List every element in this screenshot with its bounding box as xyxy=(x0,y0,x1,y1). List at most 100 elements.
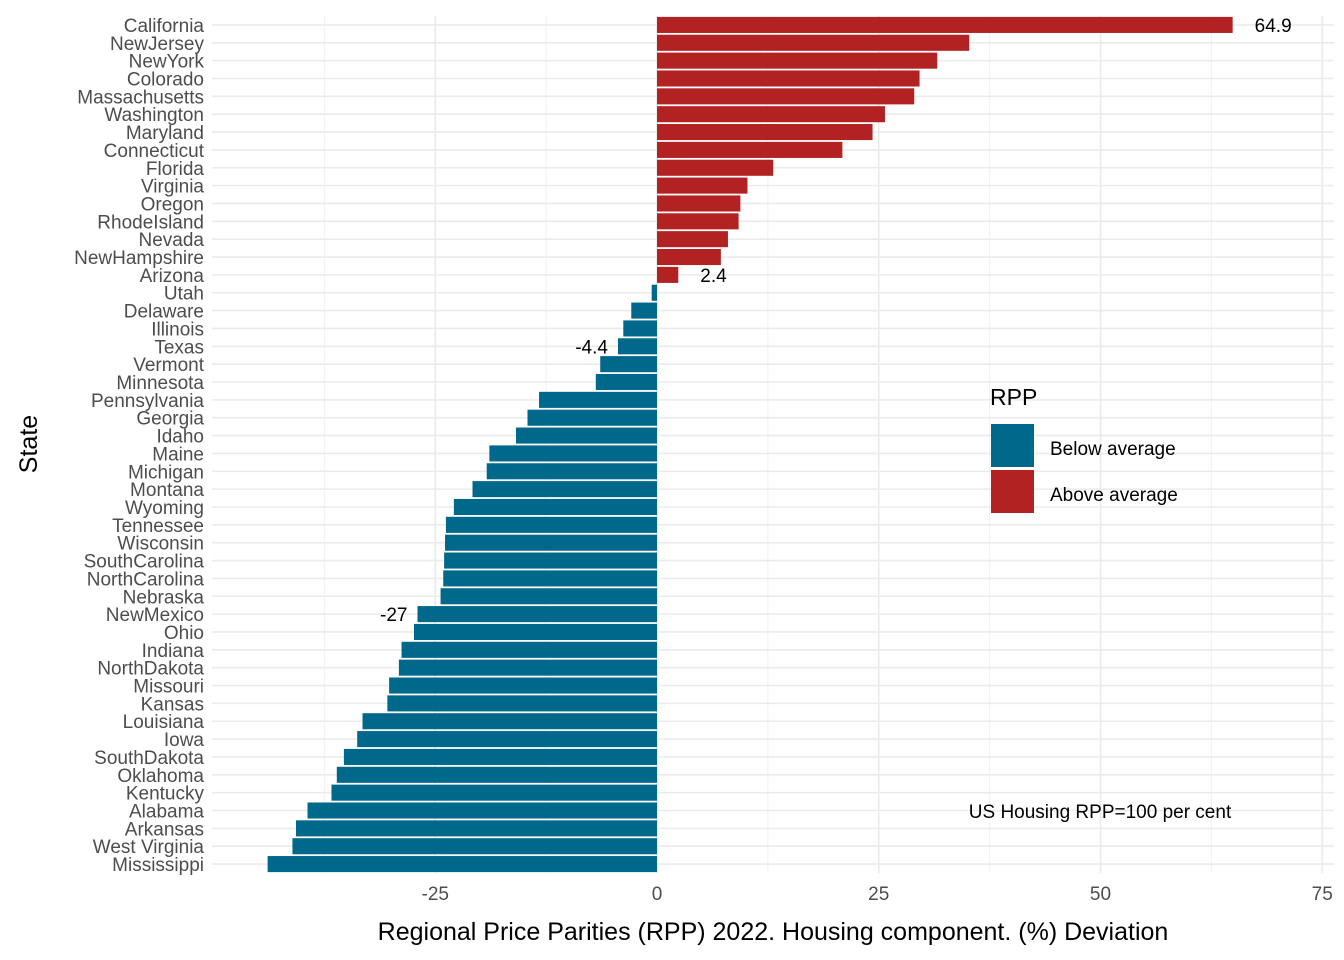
y-tick-label-wyoming: Wyoming xyxy=(125,498,204,519)
bar-west-virginia xyxy=(292,838,657,855)
data-labels: 64.9 2.4 -4.4 -27 xyxy=(380,16,1292,626)
x-tick-label-75: 75 xyxy=(1312,884,1333,905)
y-tick-label-florida: Florida xyxy=(146,159,205,180)
y-tick-label-washington: Washington xyxy=(104,105,204,126)
legend-label-above-average: Above average xyxy=(1050,485,1178,506)
legend-label-below-average: Below average xyxy=(1050,439,1176,460)
bar-mississippi xyxy=(267,856,657,873)
y-tick-label-arkansas: Arkansas xyxy=(125,819,204,840)
bar-southdakota xyxy=(343,748,657,765)
y-tick-label-louisiana: Louisiana xyxy=(123,712,205,733)
y-tick-label-ohio: Ohio xyxy=(164,623,204,644)
y-tick-label-nevada: Nevada xyxy=(139,230,205,251)
bar-northcarolina xyxy=(443,570,657,587)
y-tick-label-oklahoma: Oklahoma xyxy=(117,766,204,787)
y-tick-label-minnesota: Minnesota xyxy=(116,373,204,394)
bar-idaho xyxy=(515,427,657,444)
y-tick-label-west-virginia: West Virginia xyxy=(93,837,205,858)
y-tick-label-california: California xyxy=(124,16,205,37)
y-tick-label-idaho: Idaho xyxy=(156,427,204,448)
bar-colorado xyxy=(657,70,920,87)
bar-virginia xyxy=(657,177,748,194)
bar-alabama xyxy=(307,802,657,819)
y-tick-label-wisconsin: Wisconsin xyxy=(117,534,204,555)
bar-texas xyxy=(617,338,657,355)
bar-nebraska xyxy=(440,588,657,605)
bar-michigan xyxy=(486,463,657,480)
bar-arkansas xyxy=(295,820,657,837)
y-tick-label-texas: Texas xyxy=(154,337,204,358)
bars xyxy=(267,16,1233,873)
bar-arizona xyxy=(657,266,679,283)
x-tick-label-50: 50 xyxy=(1090,884,1111,905)
data-label-newmexico: -27 xyxy=(380,605,407,626)
data-label-arizona: 2.4 xyxy=(700,266,727,287)
bar-indiana xyxy=(401,641,657,658)
y-tick-label-rhodeisland: RhodeIsland xyxy=(97,212,204,233)
bar-maine xyxy=(489,445,657,462)
bar-oklahoma xyxy=(336,766,657,783)
y-tick-label-maryland: Maryland xyxy=(126,123,204,144)
y-tick-label-nebraska: Nebraska xyxy=(123,587,205,608)
y-tick-label-delaware: Delaware xyxy=(124,302,204,323)
data-label-california: 64.9 xyxy=(1255,16,1292,37)
y-tick-label-oregon: Oregon xyxy=(141,194,204,215)
bar-washington xyxy=(657,106,885,123)
bar-louisiana xyxy=(362,713,657,730)
y-tick-label-northcarolina: NorthCarolina xyxy=(87,569,205,590)
y-tick-label-northdakota: NorthDakota xyxy=(97,659,204,680)
y-tick-label-georgia: Georgia xyxy=(136,409,204,430)
legend-key-below-average xyxy=(991,424,1034,467)
bar-newjersey xyxy=(657,34,970,51)
y-tick-label-southdakota: SouthDakota xyxy=(94,748,204,769)
bar-georgia xyxy=(527,409,657,426)
y-tick-label-pennsylvania: Pennsylvania xyxy=(91,391,204,412)
bar-kentucky xyxy=(331,784,657,801)
bar-nevada xyxy=(657,231,728,248)
y-tick-label-connecticut: Connecticut xyxy=(104,141,205,162)
y-tick-label-mississippi: Mississippi xyxy=(112,855,204,876)
y-tick-label-newhampshire: NewHampshire xyxy=(74,248,204,269)
chart-note: US Housing RPP=100 per cent xyxy=(969,802,1232,823)
y-tick-label-arizona: Arizona xyxy=(140,266,205,287)
x-axis-title: Regional Price Parities (RPP) 2022. Hous… xyxy=(378,918,1169,946)
bar-tennessee xyxy=(445,516,657,533)
legend-key-above-average xyxy=(991,470,1034,513)
bar-newhampshire xyxy=(657,248,721,266)
y-tick-label-iowa: Iowa xyxy=(164,730,205,751)
y-tick-label-massachusetts: Massachusetts xyxy=(77,87,204,108)
legend-title: RPP xyxy=(990,384,1037,410)
bar-pennsylvania xyxy=(539,391,657,408)
y-tick-label-indiana: Indiana xyxy=(142,641,205,662)
bar-missouri xyxy=(389,677,657,694)
y-tick-label-missouri: Missouri xyxy=(133,677,204,698)
bar-delaware xyxy=(631,302,657,319)
bar-rhodeisland xyxy=(657,213,739,230)
x-tick-label--25: -25 xyxy=(422,884,449,905)
y-tick-label-colorado: Colorado xyxy=(127,69,204,90)
bar-ohio xyxy=(413,623,657,641)
x-tick-label-0: 0 xyxy=(652,884,663,905)
data-label-texas: -4.4 xyxy=(575,337,608,358)
y-tick-label-utah: Utah xyxy=(164,284,204,305)
y-tick-label-southcarolina: SouthCarolina xyxy=(84,552,205,573)
x-axis-tick-labels: -25 0 25 50 75 xyxy=(422,884,1333,905)
y-tick-label-newjersey: NewJersey xyxy=(110,34,204,55)
y-tick-label-newyork: NewYork xyxy=(129,52,205,73)
bar-wyoming xyxy=(453,498,657,516)
y-tick-label-alabama: Alabama xyxy=(129,802,204,823)
bar-iowa xyxy=(357,731,657,748)
y-tick-label-montana: Montana xyxy=(130,480,204,501)
bar-vermont xyxy=(600,356,657,373)
y-axis-tick-labels: CaliforniaNewJerseyNewYorkColoradoMassac… xyxy=(74,16,205,876)
y-tick-label-michigan: Michigan xyxy=(128,462,204,483)
bar-newmexico xyxy=(417,606,657,623)
y-tick-label-newmexico: NewMexico xyxy=(106,605,204,626)
legend: RPP Below average Above average xyxy=(990,384,1178,513)
bar-kansas xyxy=(387,695,657,712)
y-tick-label-illinois: Illinois xyxy=(151,319,204,340)
bar-oregon xyxy=(657,195,741,212)
bar-california xyxy=(657,16,1233,33)
bar-connecticut xyxy=(657,141,843,158)
y-tick-label-kentucky: Kentucky xyxy=(126,784,205,805)
